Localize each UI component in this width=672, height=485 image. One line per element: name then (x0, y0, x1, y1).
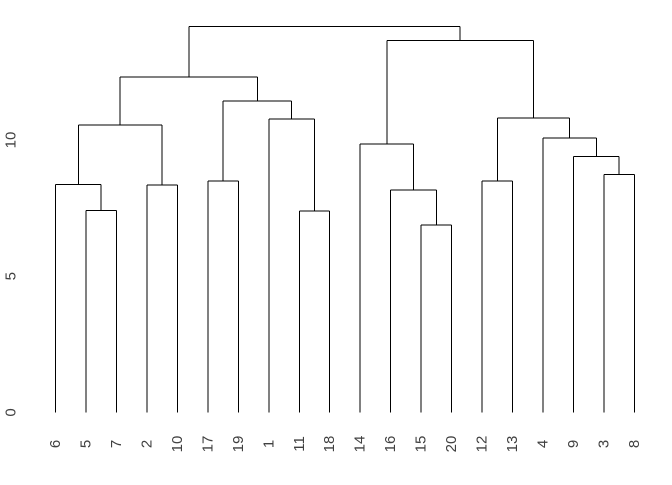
leaf-label: 20 (443, 436, 460, 453)
leaf-label: 19 (230, 436, 247, 453)
leaf-label: 4 (535, 440, 552, 448)
leaf-label: 16 (382, 436, 399, 453)
leaf-label: 10 (169, 436, 186, 453)
y-axis-tick-labels: 0 5 10 (3, 132, 20, 417)
leaf-label: 15 (413, 436, 430, 453)
leaf-label: 6 (47, 440, 64, 448)
y-axis-tick-label: 5 (3, 272, 20, 280)
leaf-label: 17 (199, 436, 216, 453)
leaf-labels: 6 5 7 2 10 17 19 1 11 18 14 16 15 20 12 13 4 9 3 8 (47, 436, 643, 453)
leaf-label: 2 (138, 440, 155, 448)
leaf-label: 3 (595, 440, 612, 448)
leaf-label: 5 (77, 440, 94, 448)
leaf-label: 11 (291, 436, 308, 452)
leaf-label: 14 (352, 436, 369, 453)
leaf-label: 7 (108, 440, 125, 448)
dendrogram-branches (55, 25, 635, 413)
leaf-label: 18 (321, 436, 338, 453)
leaf-label: 9 (565, 440, 582, 448)
leaf-label: 13 (504, 436, 521, 453)
y-axis-tick-label: 10 (3, 132, 20, 149)
leaf-label: 1 (260, 440, 277, 448)
leaf-label: 12 (474, 436, 491, 453)
y-axis-tick-label: 0 (3, 408, 20, 416)
leaf-label: 8 (626, 440, 643, 448)
